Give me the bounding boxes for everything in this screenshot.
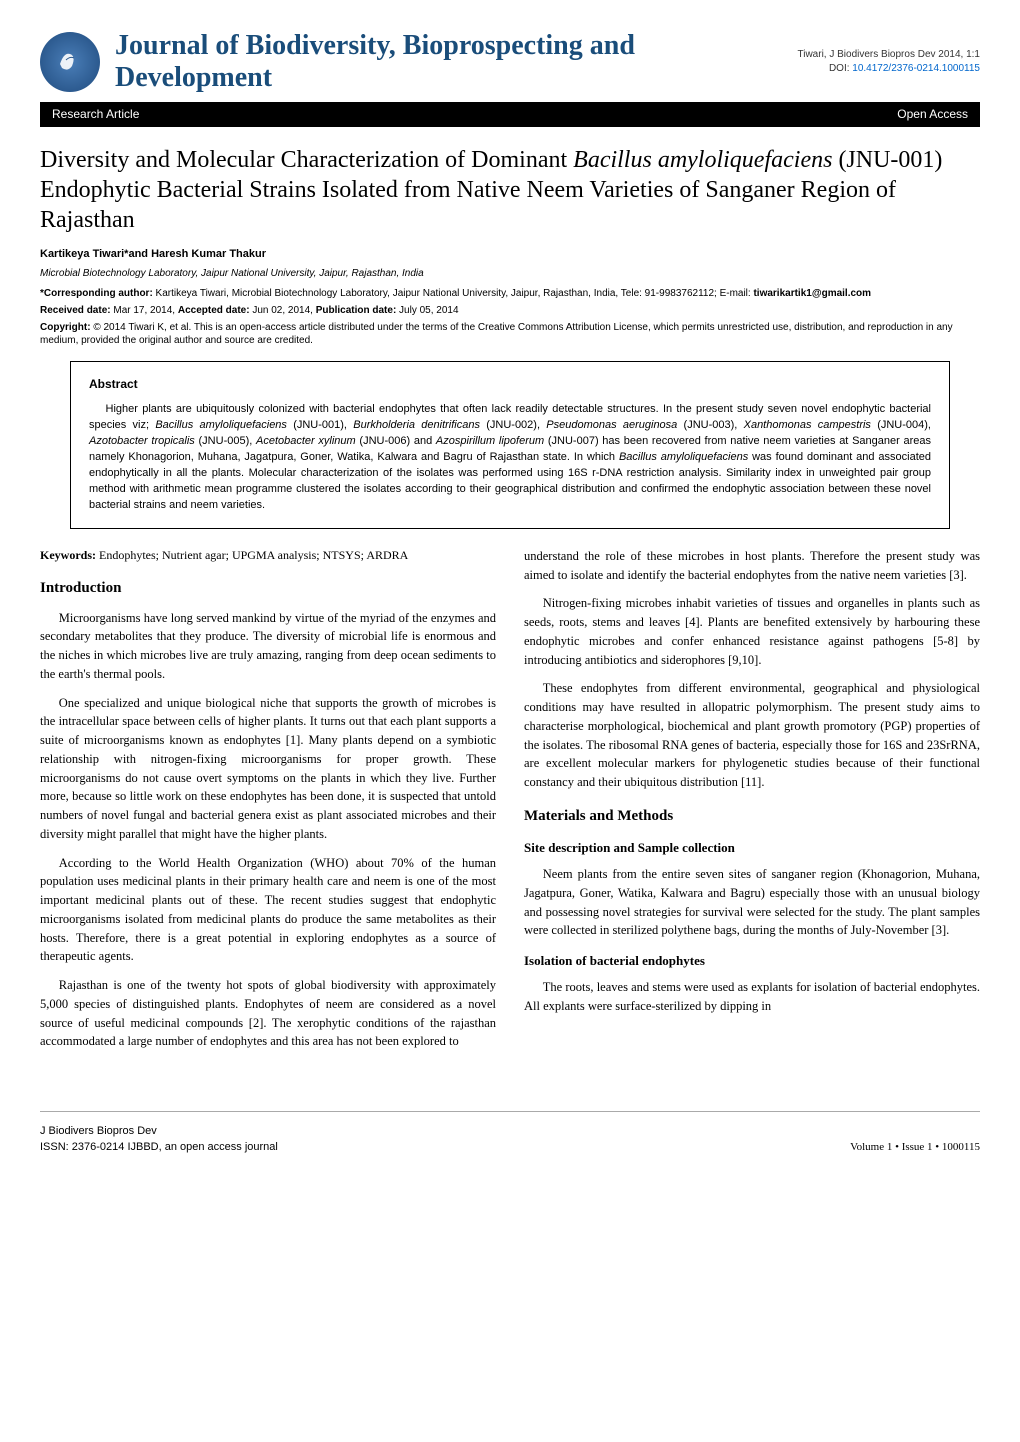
left-column: Keywords: Endophytes; Nutrient agar; UPG… [40,547,496,1061]
abstract-text: Higher plants are ubiquitously colonized… [89,402,931,514]
intro-p3: According to the World Health Organizati… [40,854,496,967]
footer-left: J Biodivers Biopros Dev ISSN: 2376-0214 … [40,1124,278,1155]
footer-journal-abbrev: J Biodivers Biopros Dev [40,1124,278,1139]
doi-link[interactable]: 10.4172/2376-0214.1000115 [852,63,980,74]
right-p2: Nitrogen-fixing microbes inhabit varieti… [524,594,980,669]
journal-logo-icon [40,32,100,92]
intro-heading: Introduction [40,578,496,599]
article-type-bar: Research Article Open Access [40,102,980,127]
journal-title: Journal of Biodiversity, Bioprospecting … [115,30,635,94]
header-row: Journal of Biodiversity, Bioprospecting … [40,30,980,94]
mm-p2: The roots, leaves and stems were used as… [524,978,980,1016]
article-dates: Received date: Mar 17, 2014, Accepted da… [40,304,980,317]
doi-label: DOI: [829,63,852,74]
keywords-text: Endophytes; Nutrient agar; UPGMA analysi… [96,548,408,562]
page-footer: J Biodivers Biopros Dev ISSN: 2376-0214 … [40,1111,980,1155]
mm-sub1: Site description and Sample collection [524,839,980,857]
affiliation: Microbial Biotechnology Laboratory, Jaip… [40,267,980,281]
keywords-label: Keywords: [40,548,96,562]
mm-heading: Materials and Methods [524,806,980,827]
intro-p4: Rajasthan is one of the twenty hot spots… [40,976,496,1051]
journal-brand: Journal of Biodiversity, Bioprospecting … [40,30,635,94]
right-p3: These endophytes from different environm… [524,679,980,792]
open-access-label: Open Access [897,106,968,123]
right-p1: understand the role of these microbes in… [524,547,980,585]
copyright: Copyright: © 2014 Tiwari K, et al. This … [40,321,980,347]
footer-issn: ISSN: 2376-0214 IJBBD, an open access jo… [40,1140,278,1155]
footer-right: Volume 1 • Issue 1 • 1000115 [850,1140,980,1155]
body-columns: Keywords: Endophytes; Nutrient agar; UPG… [40,547,980,1061]
article-type-label: Research Article [52,106,139,123]
citation-text: Tiwari, J Biodivers Biopros Dev 2014, 1:… [798,48,981,62]
intro-p1: Microorganisms have long served mankind … [40,609,496,684]
corresponding-author: *Corresponding author: Kartikeya Tiwari,… [40,287,980,300]
doi-line: DOI: 10.4172/2376-0214.1000115 [798,62,981,76]
article-title: Diversity and Molecular Characterization… [40,145,980,235]
authors: Kartikeya Tiwari*and Haresh Kumar Thakur [40,247,980,262]
intro-p2: One specialized and unique biological ni… [40,694,496,844]
mm-sub2: Isolation of bacterial endophytes [524,952,980,970]
citation-block: Tiwari, J Biodivers Biopros Dev 2014, 1:… [798,48,981,76]
abstract-heading: Abstract [89,376,931,393]
keywords: Keywords: Endophytes; Nutrient agar; UPG… [40,547,496,564]
abstract-box: Abstract Higher plants are ubiquitously … [70,361,950,529]
mm-p1: Neem plants from the entire seven sites … [524,865,980,940]
right-column: understand the role of these microbes in… [524,547,980,1061]
